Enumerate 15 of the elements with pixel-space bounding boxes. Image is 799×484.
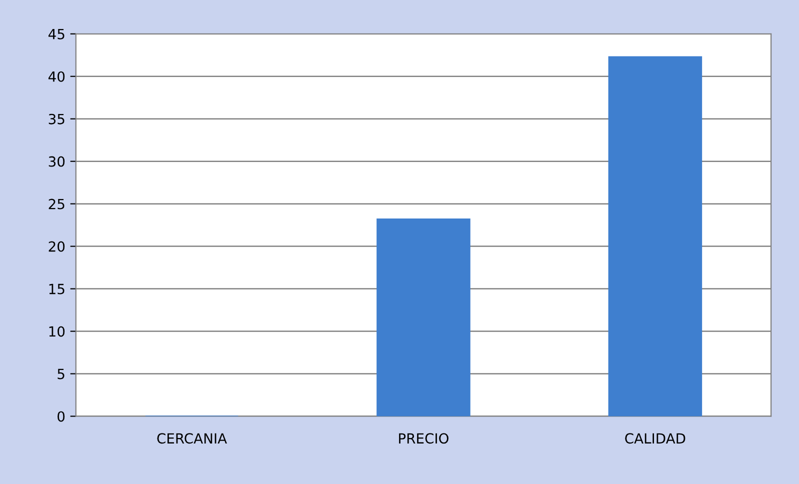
y-tick-label: 35 [48, 114, 64, 124]
bar [376, 218, 470, 416]
y-tick-label: 15 [49, 284, 64, 294]
x-tick-label: CALIDAD [625, 433, 686, 444]
x-tick-label: CERCANIA [157, 433, 227, 444]
y-tick-label: 0 [58, 411, 65, 422]
y-tick-label: 10 [49, 326, 65, 337]
x-tick-label: PRECIO [399, 433, 448, 444]
y-tick-label: 20 [48, 241, 65, 252]
y-tick-label: 30 [48, 156, 65, 167]
y-tick-label: 5 [58, 368, 64, 380]
y-tick-label: 45 [48, 29, 64, 40]
bar [608, 56, 702, 416]
y-tick-label: 25 [48, 198, 64, 210]
y-tick-label: 40 [48, 71, 65, 82]
